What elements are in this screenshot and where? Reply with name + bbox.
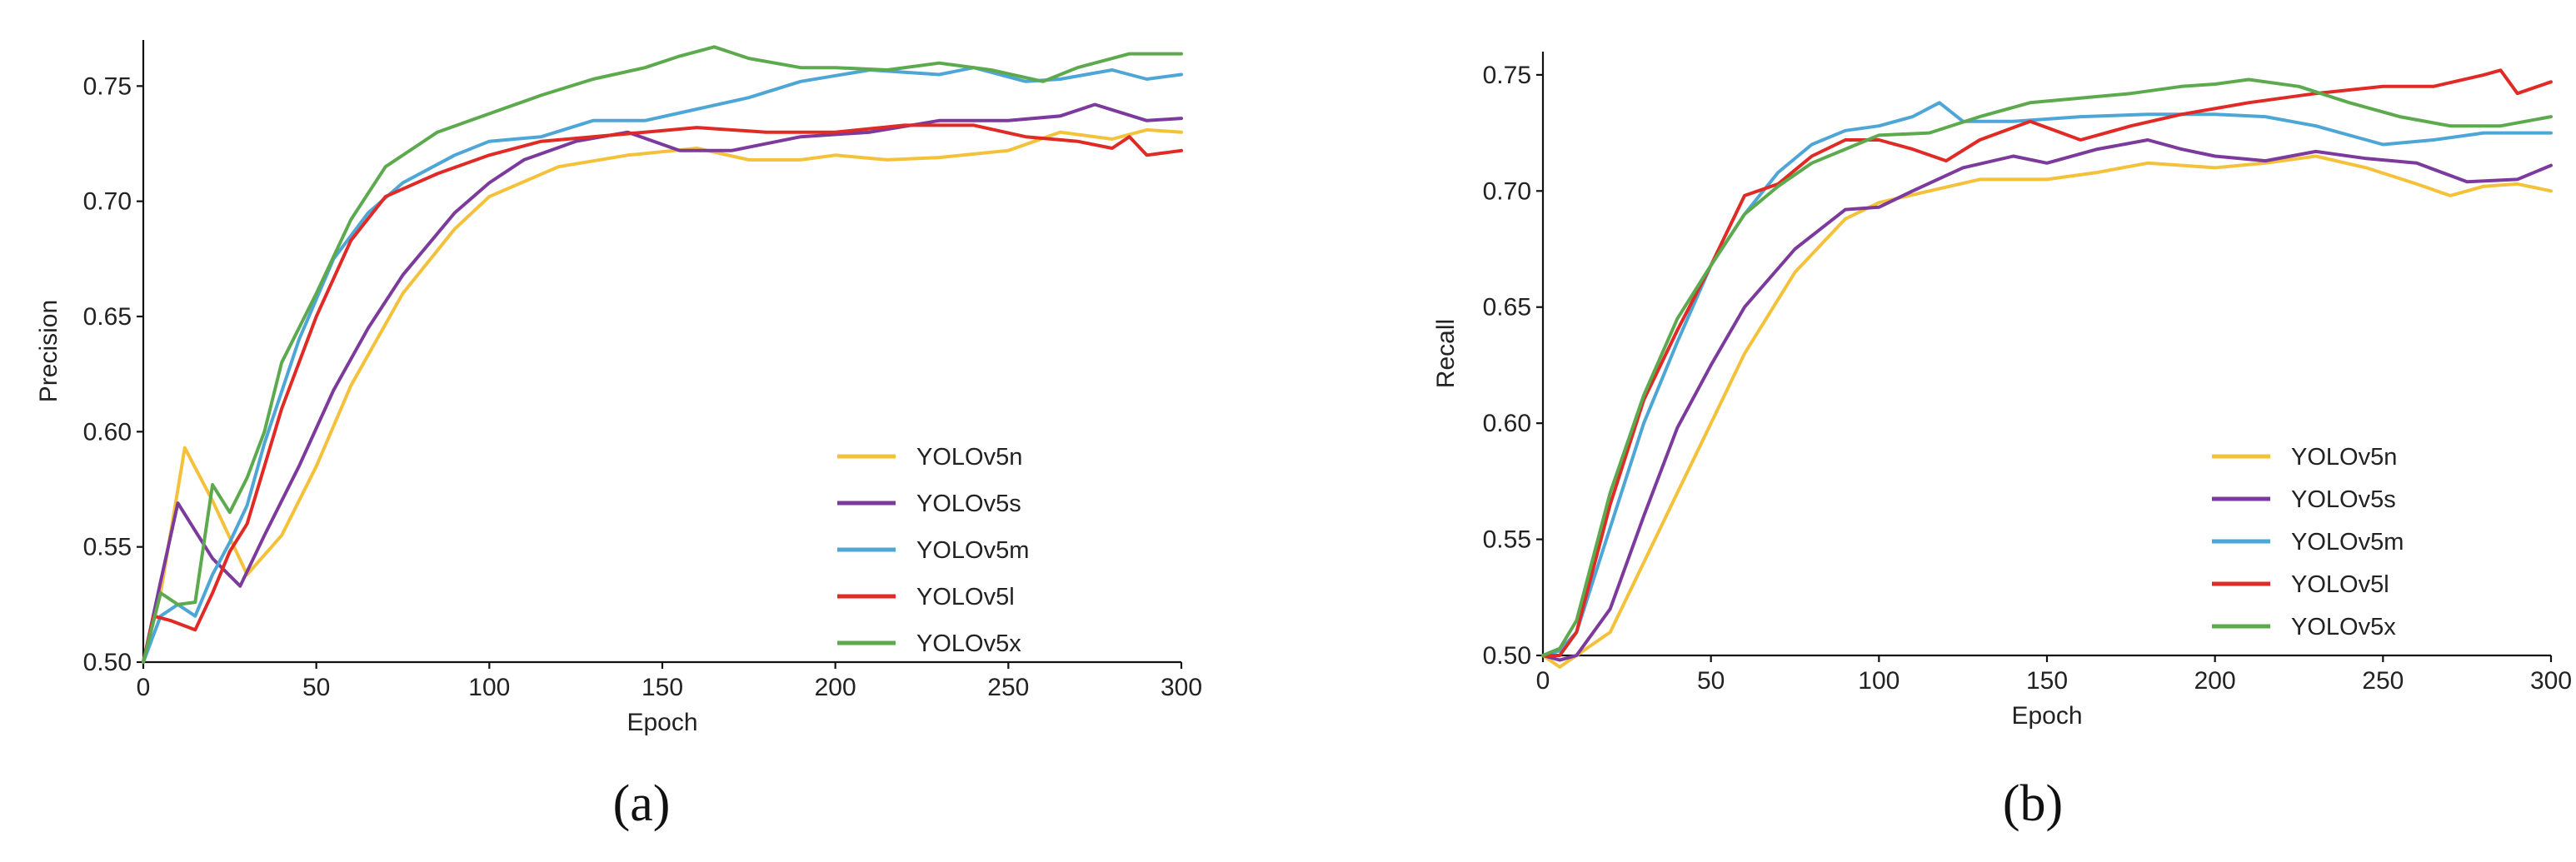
y-tick-label: 0.75 <box>83 72 132 100</box>
series-line-yolov5n <box>1541 154 2553 669</box>
y-axis-label: Recall <box>1432 319 1460 388</box>
x-axis-label: Epoch <box>2011 702 2082 730</box>
y-axis-label: Precision <box>35 300 62 402</box>
legend-label: YOLOv5m <box>916 537 1029 564</box>
y-tick-label: 0.60 <box>83 418 132 446</box>
legend-label: YOLOv5x <box>2291 614 2396 640</box>
chart-precision: 0 50 100 150 200 250 300 0.50 0.55 0.60 0.65 0.70 0.… <box>35 40 1202 832</box>
x-tick-label: 150 <box>2026 667 2068 695</box>
series-line-yolov5x <box>142 45 1183 664</box>
legend-label: YOLOv5x <box>916 630 1021 657</box>
legend-label: YOLOv5l <box>2291 571 2389 598</box>
legend-label: YOLOv5s <box>2291 486 2396 513</box>
legend-label: YOLOv5n <box>2291 444 2397 471</box>
series-line-yolov5m <box>1541 101 2553 657</box>
series-line-yolov5l <box>1541 68 2553 657</box>
y-tick-label: 0.75 <box>1483 62 1531 89</box>
x-tick-label: 0 <box>1536 667 1550 695</box>
chart-recall: 0 50 100 150 200 250 300 0.50 0.55 0.60 0.65 0.70 0.… <box>1432 52 2572 832</box>
x-tick-label: 150 <box>642 674 683 701</box>
y-tick-label: 0.65 <box>1483 294 1531 321</box>
x-tick-label: 200 <box>815 674 856 701</box>
x-tick-label: 250 <box>987 674 1029 701</box>
y-tick-label: 0.70 <box>1483 177 1531 205</box>
series-line-yolov5s <box>142 102 1183 664</box>
legend-label: YOLOv5n <box>916 444 1022 471</box>
x-tick-label: 50 <box>1697 667 1725 695</box>
y-tick-label: 0.70 <box>83 188 132 216</box>
series-line-yolov5l <box>142 123 1183 664</box>
y-tick-label: 0.50 <box>1483 642 1531 670</box>
x-tick-label: 200 <box>2194 667 2236 695</box>
legend-label: YOLOv5l <box>916 584 1015 610</box>
legend-label: YOLOv5m <box>2291 529 2404 556</box>
x-tick-label: 100 <box>468 674 510 701</box>
series-line-yolov5n <box>142 127 1183 664</box>
y-tick-label: 0.55 <box>1483 526 1531 554</box>
x-tick-label: 0 <box>137 674 151 701</box>
panel-caption: (b) <box>2003 775 2063 832</box>
x-tick-label: 50 <box>302 674 330 701</box>
x-tick-label: 250 <box>2362 667 2404 695</box>
series-line-yolov5x <box>1541 77 2553 657</box>
legend-label: YOLOv5s <box>916 491 1021 517</box>
x-tick-label: 300 <box>1161 674 1202 701</box>
y-tick-label: 0.65 <box>83 303 132 331</box>
x-tick-label: 300 <box>2530 667 2572 695</box>
panel-caption: (a) <box>613 775 671 832</box>
y-tick-label: 0.60 <box>1483 410 1531 437</box>
series-line-yolov5s <box>1541 138 2553 662</box>
y-tick-label: 0.50 <box>83 649 132 676</box>
y-tick-label: 0.55 <box>83 534 132 561</box>
series-line-yolov5m <box>142 66 1183 664</box>
x-axis-label: Epoch <box>627 709 697 736</box>
x-tick-label: 100 <box>1858 667 1900 695</box>
